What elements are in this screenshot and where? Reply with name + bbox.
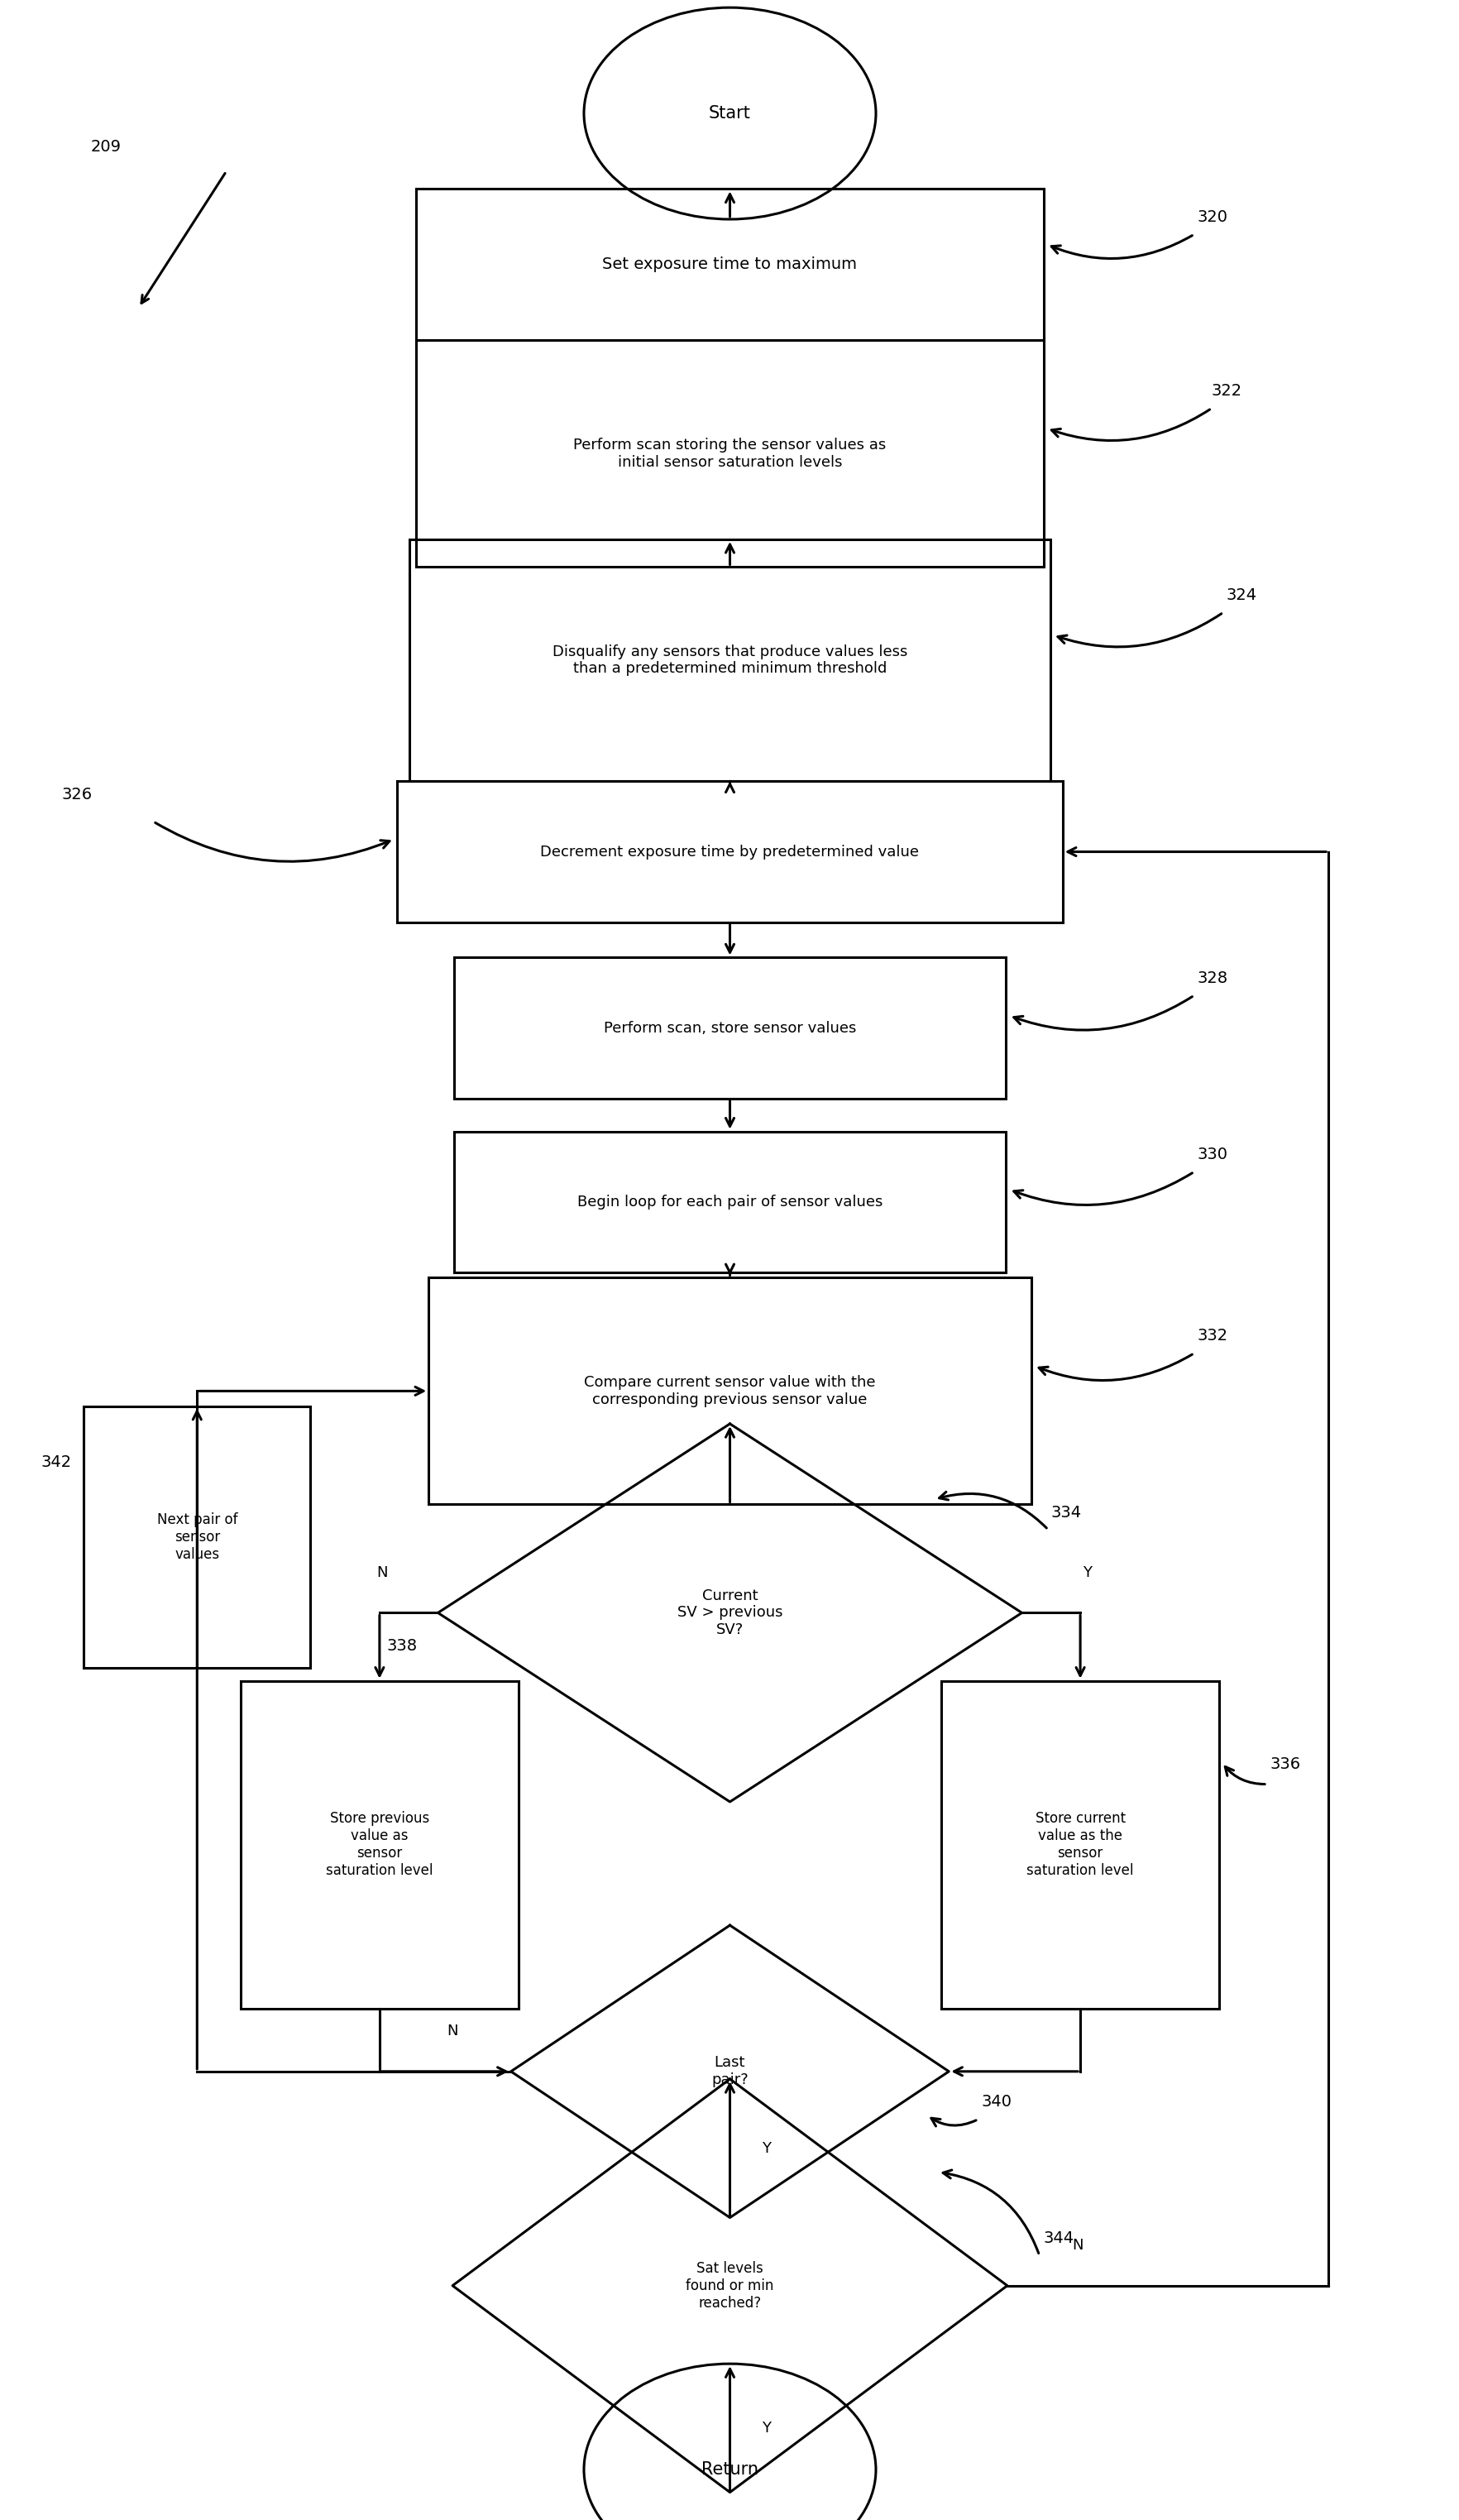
Text: 320: 320	[1196, 209, 1227, 224]
Text: Store previous
value as
sensor
saturation level: Store previous value as sensor saturatio…	[325, 1812, 433, 1877]
Text: Set exposure time to maximum: Set exposure time to maximum	[603, 257, 856, 272]
Text: Y: Y	[762, 2422, 770, 2434]
Text: 332: 332	[1196, 1328, 1227, 1343]
Text: 328: 328	[1196, 970, 1227, 985]
Text: Y: Y	[762, 2142, 770, 2155]
Bar	[397, 781, 1062, 922]
Text: N: N	[446, 2024, 458, 2039]
Text: Perform scan storing the sensor values as
initial sensor saturation levels: Perform scan storing the sensor values a…	[573, 438, 886, 469]
Text: Next pair of
sensor
values: Next pair of sensor values	[156, 1512, 238, 1562]
Text: Decrement exposure time by predetermined value: Decrement exposure time by predetermined…	[540, 844, 919, 859]
Text: 324: 324	[1226, 587, 1256, 602]
Bar	[429, 1278, 1030, 1504]
Text: N: N	[376, 1565, 388, 1580]
Text: Store current
value as the
sensor
saturation level: Store current value as the sensor satura…	[1026, 1812, 1134, 1877]
Text: Return: Return	[700, 2462, 759, 2477]
Text: Start: Start	[709, 106, 750, 121]
Text: Perform scan, store sensor values: Perform scan, store sensor values	[603, 1021, 856, 1036]
Text: Compare current sensor value with the
corresponding previous sensor value: Compare current sensor value with the co…	[584, 1376, 875, 1406]
Bar	[941, 1681, 1218, 2008]
Text: Sat levels
found or min
reached?: Sat levels found or min reached?	[686, 2260, 773, 2311]
Text: 340: 340	[980, 2094, 1011, 2109]
Bar	[241, 1681, 518, 2008]
Text: 336: 336	[1269, 1756, 1300, 1772]
Text: Current
SV > previous
SV?: Current SV > previous SV?	[677, 1588, 782, 1638]
Text: Begin loop for each pair of sensor values: Begin loop for each pair of sensor value…	[576, 1194, 883, 1210]
Text: 344: 344	[1043, 2230, 1074, 2245]
Bar	[416, 189, 1043, 340]
Bar	[410, 539, 1049, 781]
Text: Disqualify any sensors that produce values less
than a predetermined minimum thr: Disqualify any sensors that produce valu…	[552, 645, 907, 675]
Text: 326: 326	[61, 786, 92, 801]
Bar	[416, 340, 1043, 567]
Text: Last
pair?: Last pair?	[711, 2056, 748, 2087]
Text: 209: 209	[90, 139, 121, 154]
Bar	[454, 1131, 1005, 1273]
Text: 338: 338	[387, 1638, 417, 1653]
Text: 330: 330	[1196, 1147, 1227, 1162]
Bar	[454, 958, 1005, 1099]
Bar	[85, 1406, 311, 1668]
Text: 334: 334	[1050, 1504, 1081, 1520]
Text: Y: Y	[1083, 1565, 1091, 1580]
Text: 322: 322	[1211, 383, 1242, 398]
Text: N: N	[1071, 2238, 1083, 2253]
Text: 342: 342	[41, 1454, 71, 1469]
